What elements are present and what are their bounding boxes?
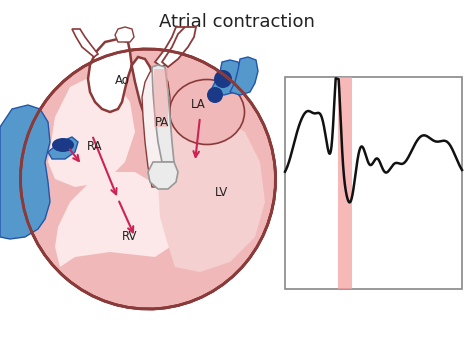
Polygon shape bbox=[55, 172, 175, 267]
Polygon shape bbox=[48, 137, 78, 159]
Text: LA: LA bbox=[191, 99, 205, 111]
Ellipse shape bbox=[170, 80, 245, 145]
Polygon shape bbox=[72, 29, 98, 57]
Text: Atrial contraction: Atrial contraction bbox=[159, 13, 315, 31]
Polygon shape bbox=[115, 27, 134, 42]
Polygon shape bbox=[155, 27, 184, 67]
Polygon shape bbox=[210, 60, 242, 95]
Bar bbox=[285, 77, 462, 289]
Text: LV: LV bbox=[215, 186, 228, 198]
Ellipse shape bbox=[52, 138, 74, 152]
Circle shape bbox=[207, 87, 223, 103]
Polygon shape bbox=[142, 69, 170, 187]
Polygon shape bbox=[48, 77, 135, 187]
Text: RA: RA bbox=[87, 141, 103, 154]
Bar bbox=[154, 69, 168, 127]
Polygon shape bbox=[0, 105, 50, 239]
Circle shape bbox=[214, 70, 232, 88]
Polygon shape bbox=[148, 162, 178, 189]
Polygon shape bbox=[158, 112, 265, 272]
Polygon shape bbox=[162, 27, 196, 67]
Ellipse shape bbox=[20, 49, 275, 309]
Bar bbox=[338, 77, 352, 289]
Text: PA: PA bbox=[155, 116, 169, 129]
Text: RV: RV bbox=[122, 231, 138, 243]
Polygon shape bbox=[152, 65, 174, 162]
Polygon shape bbox=[230, 57, 258, 95]
Text: Ao: Ao bbox=[115, 74, 129, 86]
Polygon shape bbox=[88, 39, 162, 117]
